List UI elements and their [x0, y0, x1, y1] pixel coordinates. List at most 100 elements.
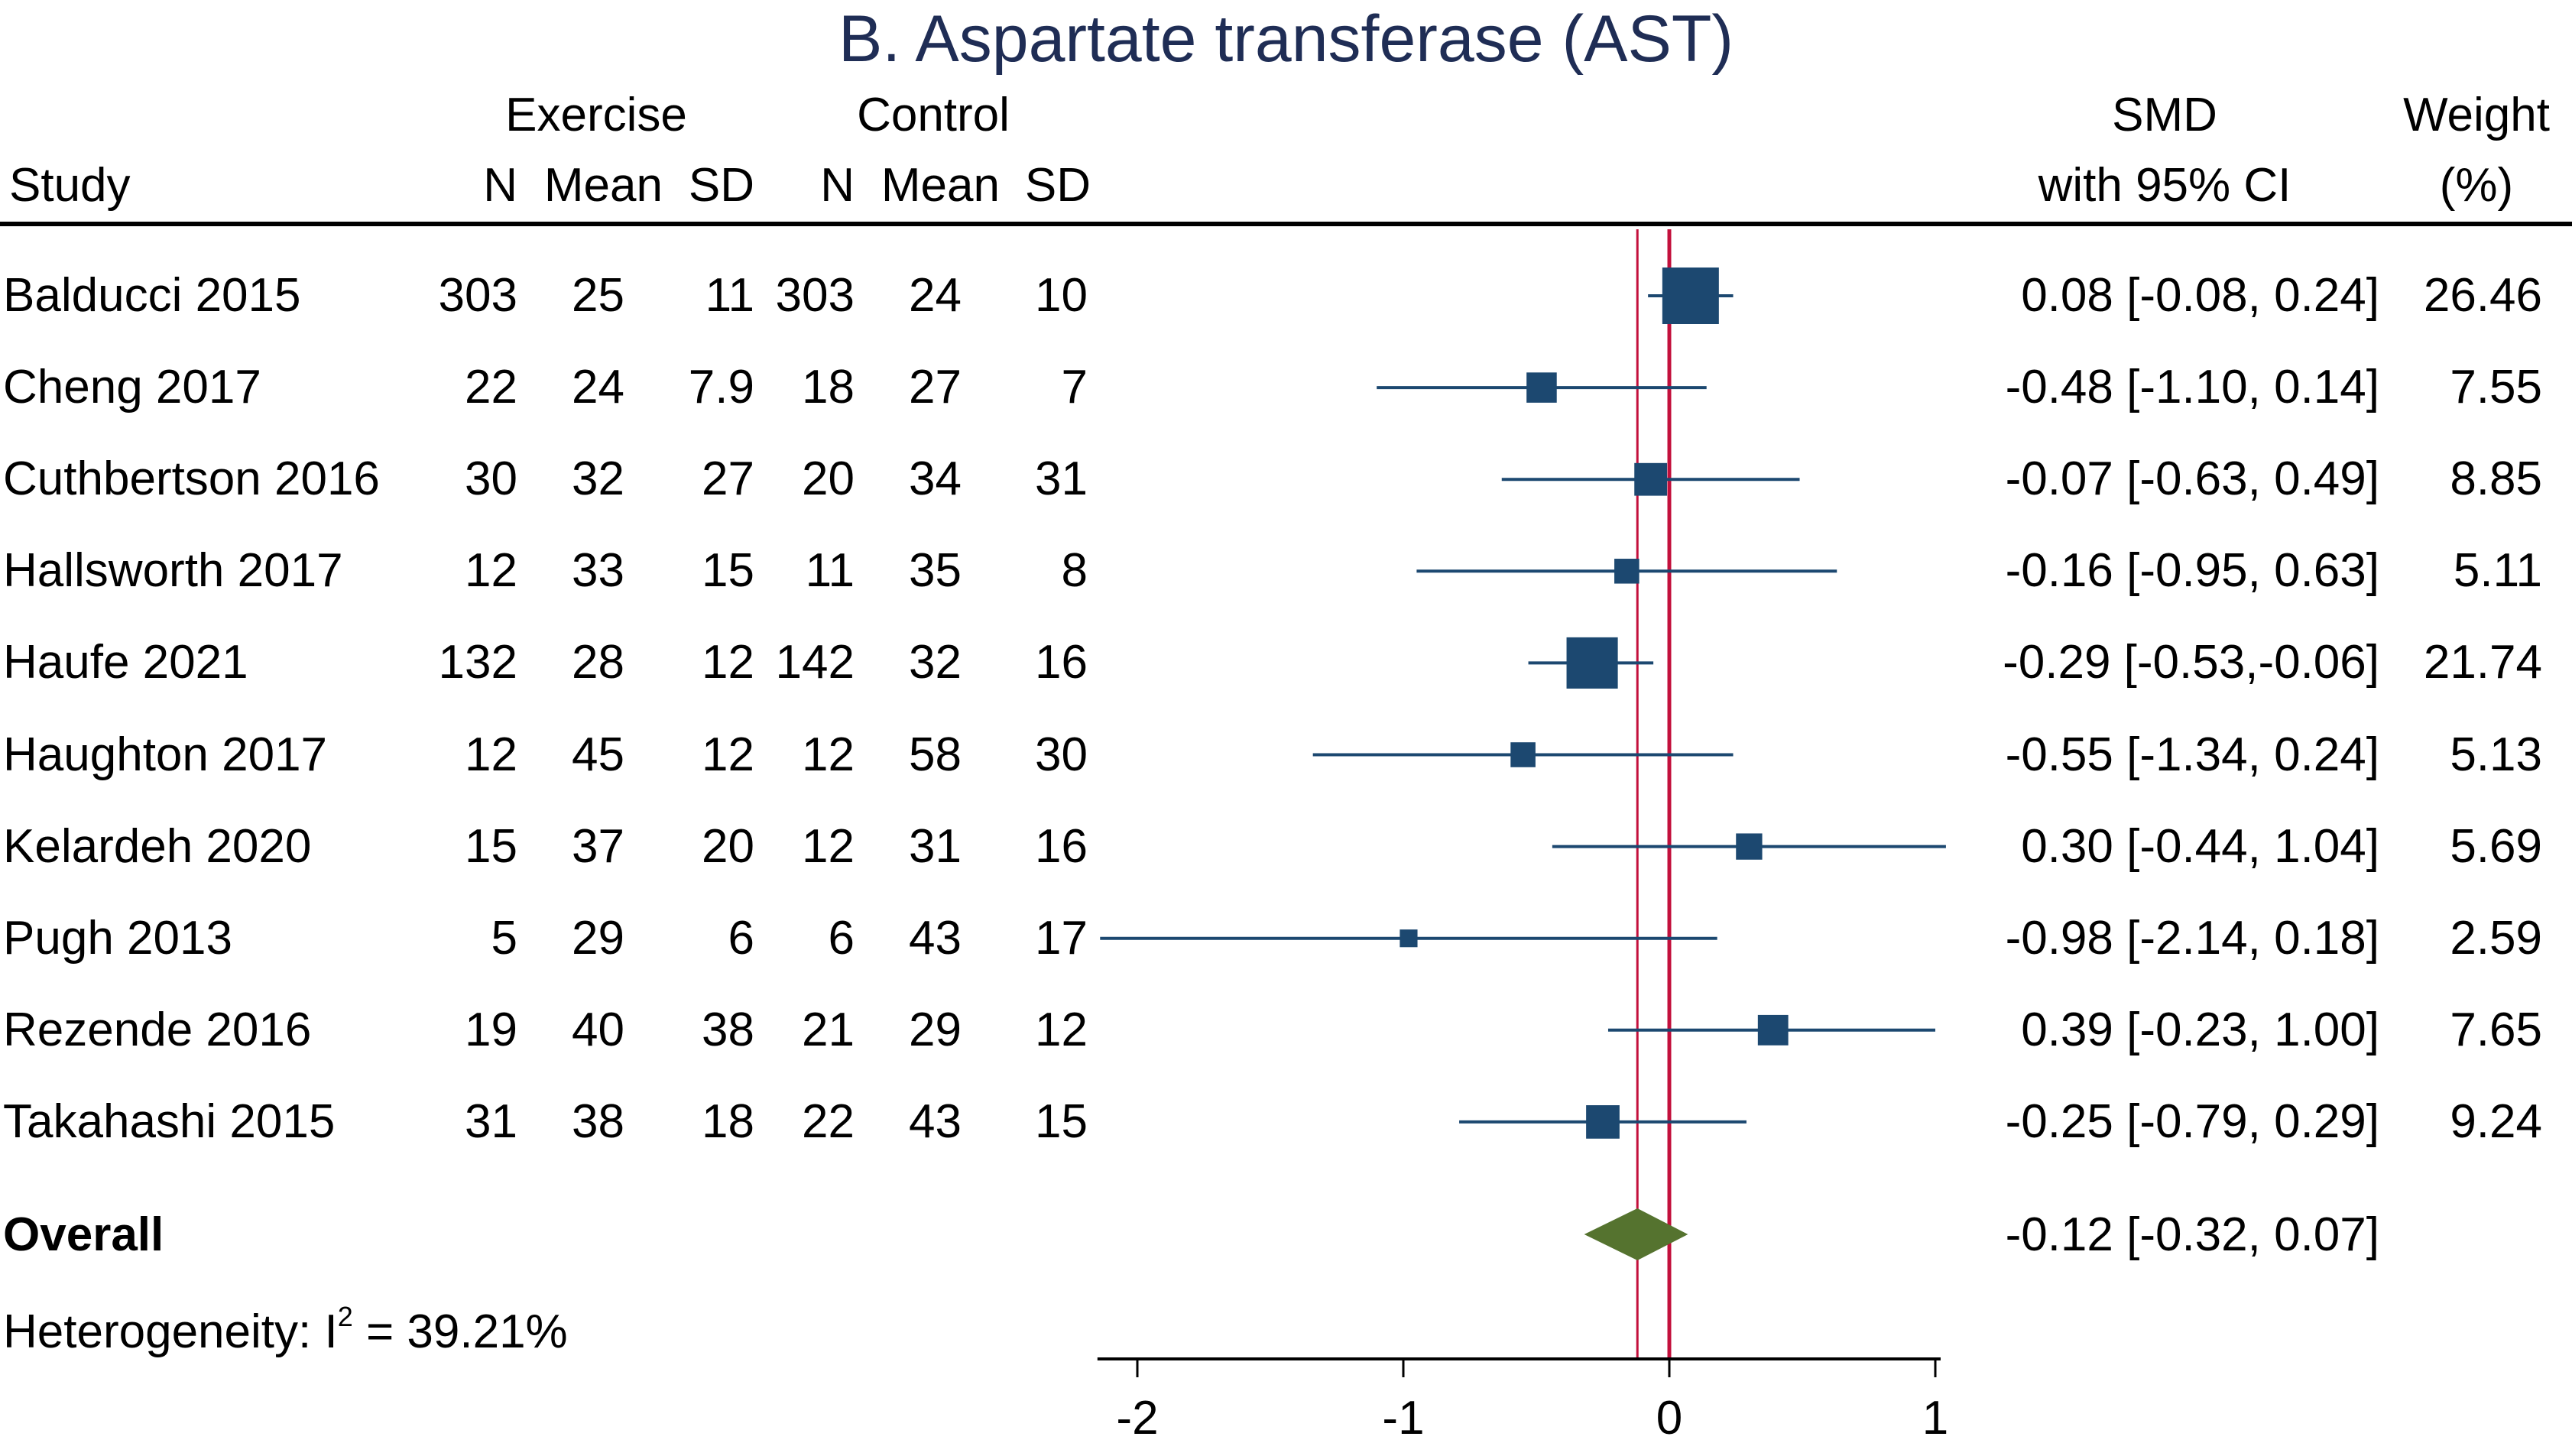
header-ex-mean: Mean: [543, 159, 663, 212]
header-control: Control: [857, 89, 1010, 141]
exercise-mean: 38: [572, 1094, 624, 1148]
exercise-n: 132: [438, 636, 517, 689]
effect-marker: [1400, 929, 1418, 948]
control-n: 142: [775, 636, 855, 689]
header-ct-sd: SD: [1024, 159, 1091, 212]
exercise-sd: 7.9: [688, 361, 754, 414]
weight-text: 5.69: [2450, 819, 2542, 873]
exercise-n: 31: [465, 1094, 517, 1148]
heterogeneity-text: Heterogeneity: I2 = 39.21%: [3, 1303, 568, 1356]
effect-marker: [1614, 559, 1640, 584]
x-axis-tick-label: 1: [1922, 1392, 1948, 1445]
header-rule: [0, 222, 2572, 226]
smd-ci-text: -0.98 [-2.14, 0.18]: [2005, 911, 2379, 965]
overall-label: Overall: [3, 1208, 164, 1261]
study-name: Kelardeh 2020: [3, 819, 312, 873]
overall-ci-text: -0.12 [-0.32, 0.07]: [2005, 1208, 2379, 1261]
effect-marker: [1634, 462, 1668, 496]
control-n: 12: [802, 819, 855, 873]
header-ex-n: N: [483, 159, 517, 212]
study-name: Haughton 2017: [3, 728, 328, 781]
heterogeneity-sup: 2: [337, 1301, 353, 1332]
study-name: Hallsworth 2017: [3, 544, 343, 598]
smd-ci-text: 0.30 [-0.44, 1.04]: [2021, 819, 2379, 873]
weight-text: 7.55: [2450, 361, 2542, 414]
exercise-n: 12: [465, 728, 517, 781]
control-sd: 30: [1035, 728, 1088, 781]
exercise-mean: 24: [572, 361, 624, 414]
header-smd: SMD: [2112, 89, 2217, 141]
control-mean: 29: [909, 1003, 962, 1056]
effect-marker: [1510, 742, 1536, 767]
exercise-sd: 12: [702, 728, 754, 781]
control-sd: 12: [1035, 1003, 1088, 1056]
study-name: Cheng 2017: [3, 361, 261, 414]
effect-marker: [1736, 833, 1763, 860]
control-mean: 58: [909, 728, 962, 781]
exercise-sd: 6: [728, 911, 754, 965]
exercise-mean: 29: [572, 911, 624, 965]
header-weight: Weight: [2403, 89, 2550, 141]
control-sd: 7: [1061, 361, 1088, 414]
control-sd: 15: [1035, 1094, 1088, 1148]
exercise-n: 12: [465, 544, 517, 598]
exercise-mean: 32: [572, 452, 624, 506]
exercise-sd: 12: [702, 636, 754, 689]
control-mean: 27: [909, 361, 962, 414]
header-smd-ci: with 95% CI: [2038, 159, 2291, 212]
exercise-n: 15: [465, 819, 517, 873]
smd-ci-text: -0.16 [-0.95, 0.63]: [2005, 544, 2379, 598]
effect-marker: [1526, 372, 1557, 403]
study-name: Haufe 2021: [3, 636, 248, 689]
effect-marker: [1566, 637, 1618, 689]
smd-ci-text: 0.39 [-0.23, 1.00]: [2021, 1003, 2379, 1056]
control-mean: 32: [909, 636, 962, 689]
exercise-sd: 27: [702, 452, 754, 506]
exercise-mean: 40: [572, 1003, 624, 1056]
exercise-mean: 37: [572, 819, 624, 873]
control-sd: 10: [1035, 269, 1088, 322]
control-n: 6: [828, 911, 855, 965]
exercise-n: 19: [465, 1003, 517, 1056]
exercise-sd: 38: [702, 1003, 754, 1056]
weight-text: 26.46: [2423, 269, 2542, 322]
heterogeneity-prefix: Heterogeneity: I: [3, 1305, 338, 1358]
x-axis-tick-label: 0: [1656, 1392, 1682, 1445]
exercise-n: 303: [438, 269, 517, 322]
study-name: Balducci 2015: [3, 269, 301, 322]
exercise-mean: 28: [572, 636, 624, 689]
effect-marker: [1586, 1105, 1620, 1139]
exercise-mean: 45: [572, 728, 624, 781]
control-mean: 34: [909, 452, 962, 506]
control-n: 22: [802, 1094, 855, 1148]
control-mean: 43: [909, 911, 962, 965]
smd-ci-text: -0.29 [-0.53,-0.06]: [2003, 636, 2379, 689]
study-name: Pugh 2013: [3, 911, 232, 965]
header-ct-n: N: [820, 159, 855, 212]
x-axis-tick-label: -2: [1116, 1392, 1158, 1445]
control-n: 11: [805, 544, 855, 598]
weight-text: 5.13: [2450, 728, 2542, 781]
header-ct-mean: Mean: [881, 159, 1000, 212]
study-name: Takahashi 2015: [3, 1094, 336, 1148]
weight-text: 21.74: [2423, 636, 2542, 689]
header-study: Study: [9, 159, 131, 212]
control-n: 303: [775, 269, 855, 322]
smd-ci-text: -0.25 [-0.79, 0.29]: [2005, 1094, 2379, 1148]
exercise-sd: 15: [702, 544, 754, 598]
weight-text: 2.59: [2450, 911, 2542, 965]
control-sd: 31: [1035, 452, 1088, 506]
weight-text: 7.65: [2450, 1003, 2542, 1056]
control-n: 21: [802, 1003, 855, 1056]
header-weight-pct: (%): [2439, 159, 2514, 212]
control-sd: 8: [1061, 544, 1088, 598]
weight-text: 5.11: [2453, 544, 2542, 598]
smd-ci-text: -0.48 [-1.10, 0.14]: [2005, 361, 2379, 414]
smd-ci-text: 0.08 [-0.08, 0.24]: [2021, 269, 2379, 322]
study-name: Cuthbertson 2016: [3, 452, 380, 506]
exercise-mean: 33: [572, 544, 624, 598]
weight-text: 9.24: [2450, 1094, 2542, 1148]
header-ex-sd: SD: [688, 159, 754, 212]
control-mean: 43: [909, 1094, 962, 1148]
